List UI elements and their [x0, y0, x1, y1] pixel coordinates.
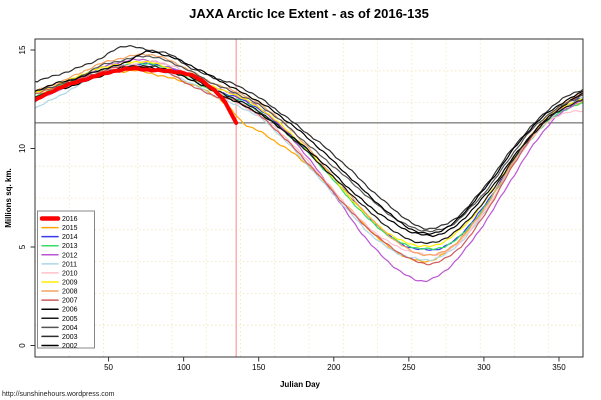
series-line-2013	[35, 62, 583, 251]
y-tick-label: 0	[18, 343, 27, 348]
x-axis-title: Julian Day	[280, 380, 321, 389]
x-tick-label: 100	[177, 363, 191, 372]
legend-label-2006: 2006	[62, 307, 78, 314]
gridlines	[35, 39, 583, 357]
series-line-2016	[35, 66, 239, 125]
y-axis-title: Millions sq. km.	[4, 168, 13, 228]
x-tick-label: 250	[402, 363, 416, 372]
legend-label-2011: 2011	[62, 261, 77, 268]
legend-label-2002: 2002	[62, 343, 78, 350]
x-tick-label: 200	[327, 363, 341, 372]
x-tick-label: 50	[104, 363, 113, 372]
series-line-2008	[35, 53, 583, 257]
data-series	[35, 45, 583, 283]
axes: 50 100 150 200 250 300 350 0 5 10 15	[18, 45, 566, 372]
legend-label-2013: 2013	[62, 243, 78, 250]
chart-title: JAXA Arctic Ice Extent - as of 2016-135	[189, 6, 429, 21]
legend-label-2003: 2003	[62, 334, 78, 341]
y-tick-label: 5	[18, 244, 27, 249]
legend-label-2010: 2010	[62, 270, 78, 277]
x-tick-label: 150	[252, 363, 266, 372]
legend-label-2012: 2012	[62, 252, 78, 259]
legend-label-2015: 2015	[62, 225, 78, 232]
y-tick-label: 15	[18, 45, 27, 54]
legend-label-2014: 2014	[62, 234, 78, 241]
legend: 2016 2015 2014 2013 2012 2011 2010 2009 2008 2007…	[37, 210, 95, 350]
legend-label-2009: 2009	[62, 279, 78, 286]
series-line-2003	[35, 45, 583, 230]
legend-label-2004: 2004	[62, 325, 78, 332]
reference-lines	[35, 39, 583, 357]
legend-label-2007: 2007	[62, 298, 78, 305]
source-url: http://sunshinehours.wordpress.com	[2, 391, 115, 398]
legend-box	[37, 210, 95, 349]
legend-label-2008: 2008	[62, 289, 78, 296]
series-line-2002	[35, 50, 583, 235]
x-tick-label: 350	[552, 363, 566, 372]
legend-label-2016: 2016	[62, 216, 78, 223]
legend-label-2005: 2005	[62, 316, 78, 323]
plot-border	[34, 38, 584, 358]
series-line-2004	[35, 55, 583, 233]
x-tick-label: 300	[477, 363, 491, 372]
y-tick-label: 10	[18, 144, 27, 153]
series-line-2010	[35, 60, 583, 257]
